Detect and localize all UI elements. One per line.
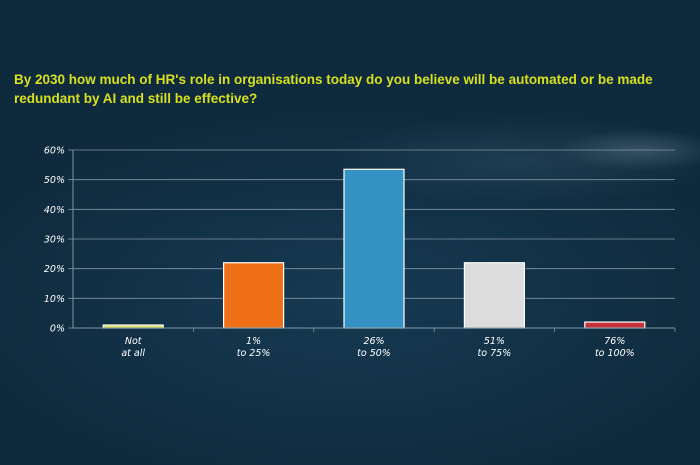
- y-tick-label: 40%: [44, 205, 65, 216]
- bar: [223, 262, 285, 329]
- x-category-label: to 50%: [357, 348, 391, 359]
- y-tick-label: 50%: [44, 175, 65, 186]
- y-tick-label: 30%: [44, 235, 65, 246]
- x-category-label: to 75%: [478, 348, 512, 359]
- x-category-label: 1%: [246, 336, 261, 347]
- x-category-label: to 100%: [595, 348, 635, 359]
- y-tick-label: 60%: [44, 146, 65, 157]
- x-category-label: Not: [125, 336, 143, 347]
- bar: [584, 321, 646, 329]
- x-category-label: to 25%: [237, 348, 271, 359]
- y-tick-label: 0%: [50, 324, 65, 335]
- x-category-label: 26%: [363, 336, 384, 347]
- x-category-label: at all: [121, 348, 145, 359]
- bar: [343, 168, 405, 329]
- y-tick-label: 20%: [44, 264, 65, 275]
- chart-question: By 2030 how much of HR's role in organis…: [14, 72, 653, 106]
- x-category-label: 51%: [484, 336, 505, 347]
- x-category-label: 76%: [604, 336, 625, 347]
- bar: [463, 262, 525, 329]
- y-tick-label: 10%: [44, 294, 65, 305]
